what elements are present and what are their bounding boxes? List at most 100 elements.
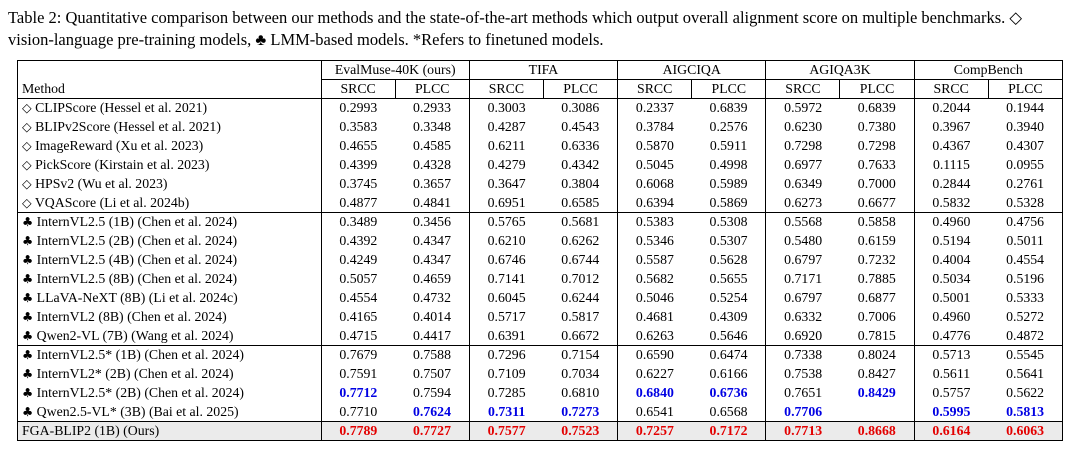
score-cell: 0.4367 bbox=[932, 137, 971, 153]
score-cell: 0.7232 bbox=[839, 250, 915, 270]
score-cell: 0.4249 bbox=[339, 251, 378, 267]
score-cell: 0.4309 bbox=[691, 307, 767, 327]
score-cell: 0.4399 bbox=[339, 156, 378, 172]
method-cell: ◇ PickScore (Kirstain et al. 2023) bbox=[17, 155, 322, 175]
group-header-tifa: TIFA bbox=[469, 60, 619, 80]
score-cell: 0.4998 bbox=[691, 155, 767, 175]
score-cell: 0.3967 bbox=[932, 118, 971, 134]
score-cell: 0.6590 bbox=[617, 344, 692, 365]
score-cell: 0.5870 bbox=[635, 137, 674, 153]
score-cell: 0.4585 bbox=[395, 136, 470, 156]
score-cell: 0.7172 bbox=[691, 420, 767, 441]
score-cell: 0.5034 bbox=[932, 270, 971, 286]
score-cell: 0.4681 bbox=[635, 308, 674, 324]
score-cell: 0.5254 bbox=[691, 288, 767, 308]
score-cell: 0.6164 bbox=[914, 420, 989, 441]
diamond-icon: ◇ bbox=[22, 175, 32, 191]
score-cell: 0.4165 bbox=[339, 308, 378, 324]
score-cell: 0.7706 bbox=[784, 403, 823, 419]
method-cell: ◇ BLIPv2Score (Hessel et al. 2021) bbox=[17, 117, 322, 137]
score-cell: 0.5568 bbox=[765, 211, 840, 232]
diamond-icon: ◇ bbox=[22, 156, 32, 172]
score-cell: 0.2337 bbox=[635, 100, 674, 116]
method-cell: ♣ InternVL2.5 (4B) (Chen et al. 2024) bbox=[17, 250, 322, 270]
method-name: InternVL2* (2B) (Chen et al. 2024) bbox=[36, 365, 234, 381]
table-row: ♣ InternVL2.5 (2B) (Chen et al. 2024) 0.4… bbox=[17, 231, 1064, 251]
score-cell: 0.8668 bbox=[839, 420, 915, 441]
score-cell: 0.6211 bbox=[487, 137, 526, 153]
diamond-icon: ◇ bbox=[22, 194, 32, 210]
score-cell: 0.4732 bbox=[395, 288, 470, 308]
club-icon: ♣ bbox=[22, 384, 34, 400]
score-cell: 0.3348 bbox=[395, 117, 470, 137]
score-cell: 0.5682 bbox=[635, 270, 674, 286]
score-cell: 0.4328 bbox=[395, 155, 470, 175]
score-cell: 0.6839 bbox=[839, 98, 915, 118]
table-row: ♣ InternVL2.5 (1B) (Chen et al. 2024) 0.3… bbox=[17, 211, 1064, 232]
method-name: InternVL2.5* (2B) (Chen et al. 2024) bbox=[36, 384, 244, 400]
method-cell: ♣ InternVL2 (8B) (Chen et al. 2024) bbox=[17, 307, 322, 327]
club-icon: ♣ bbox=[22, 308, 34, 324]
score-cell: 0.7523 bbox=[543, 420, 619, 441]
method-cell: ♣ Qwen2.5-VL* (3B) (Bai et al. 2025) bbox=[17, 402, 322, 422]
score-cell: 0.5046 bbox=[635, 289, 674, 305]
score-cell: 0.6159 bbox=[839, 231, 915, 251]
table-row: ◇ VQAScore (Li et al. 2024b) 0.4877 0.4841… bbox=[17, 193, 1064, 213]
subheader-plcc: PLCC bbox=[395, 79, 470, 99]
score-cell: 0.3657 bbox=[395, 174, 470, 194]
table-row: ◇ CLIPScore (Hessel et al. 2021) 0.2993 0.… bbox=[17, 98, 1064, 118]
score-cell: 0.4715 bbox=[339, 327, 378, 343]
score-cell: 0.7594 bbox=[395, 383, 470, 403]
score-cell: 0.4014 bbox=[395, 307, 470, 327]
method-cell: ♣ InternVL2.5 (1B) (Chen et al. 2024) bbox=[17, 211, 322, 232]
club-icon: ♣ bbox=[22, 327, 34, 343]
score-cell: 0.4841 bbox=[395, 193, 470, 213]
diamond-icon: ◇ bbox=[22, 118, 32, 134]
score-cell: 0.7000 bbox=[839, 174, 915, 194]
score-cell: 0.5045 bbox=[635, 156, 674, 172]
score-cell: 0.7273 bbox=[543, 402, 619, 422]
score-cell: 0.6210 bbox=[487, 232, 526, 248]
method-name: Qwen2.5-VL* (3B) (Bai et al. 2025) bbox=[36, 403, 239, 419]
score-cell: 0.5817 bbox=[543, 307, 619, 327]
club-icon: ♣ bbox=[22, 403, 34, 419]
score-cell: 0.6262 bbox=[543, 231, 619, 251]
method-cell: ◇ ImageReward (Xu et al. 2023) bbox=[17, 136, 322, 156]
score-cell: 0.3003 bbox=[487, 100, 526, 116]
score-cell: 0.4960 bbox=[932, 308, 971, 324]
score-cell: 0.7624 bbox=[395, 402, 470, 422]
subheader-plcc: PLCC bbox=[691, 79, 767, 99]
method-name: InternVL2.5 (4B) (Chen et al. 2024) bbox=[36, 251, 238, 267]
score-cell: 0.7006 bbox=[839, 307, 915, 327]
method-cell: ◇ HPSv2 (Wu et al. 2023) bbox=[17, 174, 322, 194]
method-name: FGA-BLIP2 (1B) (Ours) bbox=[22, 422, 160, 438]
score-cell: 0.6227 bbox=[635, 365, 674, 381]
score-cell: 0.6810 bbox=[543, 383, 619, 403]
table-row: ♣ InternVL2.5* (2B) (Chen et al. 2024) 0.… bbox=[17, 383, 1064, 403]
group-header-evalmuse-40k: EvalMuse-40K (ours) bbox=[321, 60, 470, 80]
score-cell: 0.3804 bbox=[543, 174, 619, 194]
club-icon: ♣ bbox=[22, 289, 34, 305]
score-cell: 0.5272 bbox=[988, 307, 1064, 327]
score-cell: 0.2933 bbox=[395, 98, 470, 118]
score-cell: 0.5972 bbox=[784, 100, 823, 116]
score-cell: 0.6744 bbox=[543, 250, 619, 270]
table-row: ♣ InternVL2.5 (4B) (Chen et al. 2024) 0.4… bbox=[17, 250, 1064, 270]
score-cell: 0.4776 bbox=[932, 327, 971, 343]
score-cell: 0.5655 bbox=[691, 269, 767, 289]
group-header-compbench: CompBench bbox=[914, 60, 1064, 80]
score-cell: 0.5001 bbox=[932, 289, 971, 305]
score-cell: 0.5813 bbox=[988, 402, 1064, 422]
method-cell: FGA-BLIP2 (1B) (Ours) bbox=[17, 420, 322, 441]
score-cell: 0.6349 bbox=[784, 175, 823, 191]
score-cell: 0.7713 bbox=[765, 420, 840, 441]
method-name: LLaVA-NeXT (8B) (Li et al. 2024c) bbox=[36, 289, 238, 305]
club-icon: ♣ bbox=[22, 347, 34, 363]
score-cell: 0.4392 bbox=[339, 232, 378, 248]
method-cell: ♣ InternVL2.5 (8B) (Chen et al. 2024) bbox=[17, 269, 322, 289]
score-cell: 0.3940 bbox=[988, 117, 1064, 137]
score-cell: 0.5587 bbox=[635, 251, 674, 267]
score-cell: 0.5622 bbox=[988, 383, 1064, 403]
subheader-srcc: SRCC bbox=[321, 79, 396, 99]
score-cell: 0.5641 bbox=[988, 364, 1064, 384]
